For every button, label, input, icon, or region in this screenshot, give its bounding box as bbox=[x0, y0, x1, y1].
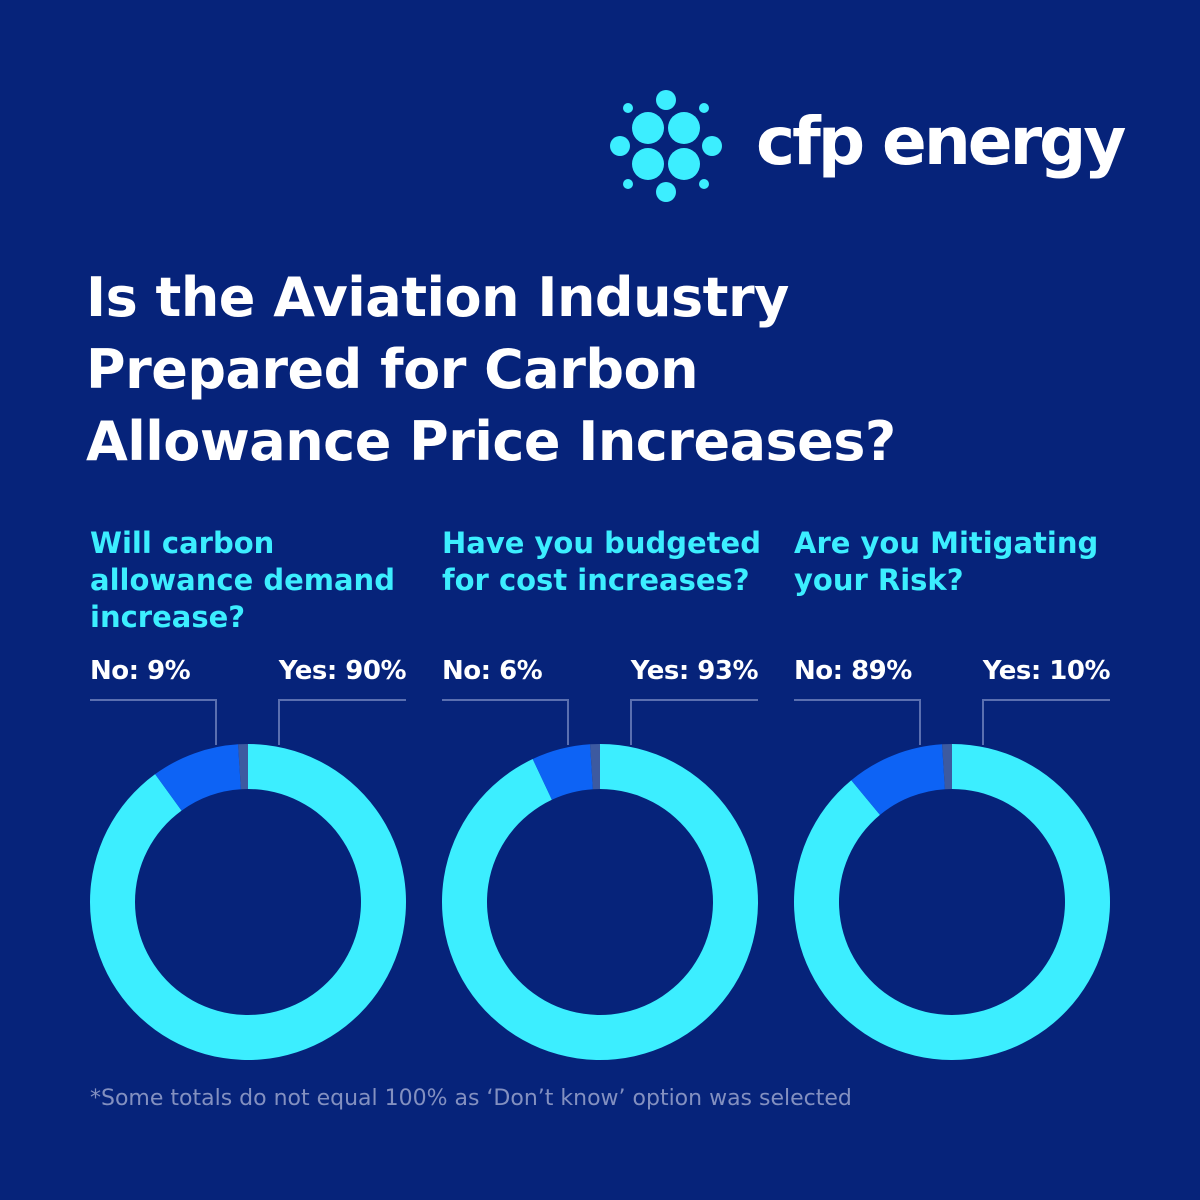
chart-2-slice-no bbox=[532, 744, 593, 800]
cfp-dots-icon bbox=[610, 90, 722, 202]
title-line: Is the Aviation Industry bbox=[86, 266, 789, 329]
chart-1-slice-no bbox=[155, 744, 241, 811]
chart-2-yes-label: Yes: 93% bbox=[630, 656, 759, 686]
chart-2-no-label: No: 6% bbox=[442, 656, 543, 686]
chart-1-no-leader-line bbox=[90, 699, 217, 745]
footnote: *Some totals do not equal 100% as ‘Don’t… bbox=[90, 1086, 852, 1111]
chart-2-no-leader-line bbox=[442, 699, 569, 745]
chart-1-no-label: No: 9% bbox=[90, 656, 191, 686]
chart-3-yes-label: Yes: 10% bbox=[982, 656, 1111, 686]
page-title: Is the Aviation Industry Prepared for Ca… bbox=[86, 262, 896, 478]
chart-1-slice-yes bbox=[89, 744, 406, 1060]
chart-1-question: Will carbon allowance demand increase? bbox=[90, 526, 395, 634]
chart-3-question: Are you Mitigating your Risk? bbox=[794, 526, 1099, 597]
brand-logo: cfp energy bbox=[608, 88, 1126, 204]
chart-2-slice-don-t-know bbox=[590, 744, 600, 790]
title-line: Prepared for Carbon bbox=[86, 338, 699, 401]
chart-2-question: Have you budgeted for cost increases? bbox=[442, 526, 761, 597]
chart-3-no-label: No: 89% bbox=[794, 656, 912, 686]
chart-1-yes-leader-line bbox=[278, 699, 406, 745]
chart-1-slice-don-t-know bbox=[238, 744, 248, 790]
chart-2-slice-yes bbox=[442, 743, 759, 1061]
chart-3-slice-don-t-know bbox=[942, 744, 952, 790]
chart-3-yes-leader-line bbox=[982, 699, 1110, 745]
chart-3-slice-yes bbox=[851, 744, 945, 815]
chart-2-yes-leader-line bbox=[630, 699, 758, 745]
chart-3-slice-no bbox=[793, 744, 1110, 1061]
chart-3-no-leader-line bbox=[794, 699, 921, 745]
title-line: Allowance Price Increases? bbox=[86, 410, 896, 473]
brand-name: cfp energy bbox=[756, 102, 1126, 180]
chart-1-yes-label: Yes: 90% bbox=[278, 656, 407, 686]
